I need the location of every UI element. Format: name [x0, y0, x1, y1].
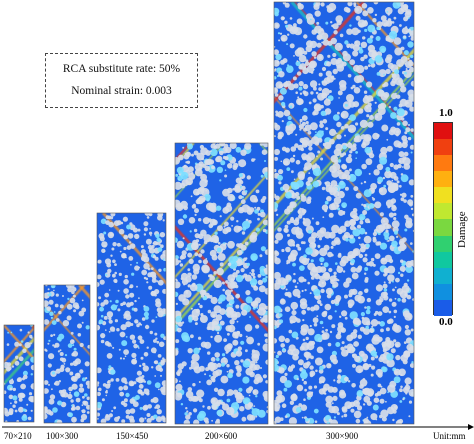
colorbar-min-label: 0.0: [439, 316, 453, 328]
colorbar-max-label: 1.0: [439, 107, 453, 119]
specimen-panel: [273, 1, 415, 425]
colorbar-title: Damage: [456, 211, 468, 248]
specimen-label-2: 100×300: [46, 431, 79, 441]
damage-colorbar: [433, 122, 453, 316]
colorbar-swatch: [434, 235, 452, 252]
colorbar-swatch: [434, 171, 452, 188]
colorbar-swatch: [434, 283, 452, 300]
colorbar-swatch: [434, 123, 452, 140]
colorbar-swatch: [434, 251, 452, 268]
colorbar-swatch: [434, 203, 452, 220]
specimen-label-5: 300×900: [326, 431, 359, 441]
colorbar-swatch: [434, 299, 452, 316]
axis-arrow-icon: [468, 424, 474, 430]
colorbar-swatch: [434, 267, 452, 284]
colorbar-swatch: [434, 187, 452, 204]
specimen-panel: [96, 212, 167, 424]
colorbar-swatch: [434, 139, 452, 156]
colorbar-swatch: [434, 219, 452, 236]
nominal-strain-text: Nominal strain: 0.003: [71, 85, 172, 97]
specimen-panel: [174, 142, 269, 425]
unit-label: Unit:mm: [433, 431, 466, 441]
specimen-label-1: 70×210: [4, 431, 32, 441]
specimen-panel: [3, 324, 35, 423]
specimen-label-4: 200×600: [205, 431, 238, 441]
specimen-label-3: 150×450: [116, 431, 149, 441]
specimen-panel: [43, 284, 91, 424]
colorbar-swatch: [434, 155, 452, 172]
substitute-rate-text: RCA substitute rate: 50%: [62, 63, 181, 75]
info-box: RCA substitute rate: 50% Nominal strain:…: [45, 53, 198, 108]
